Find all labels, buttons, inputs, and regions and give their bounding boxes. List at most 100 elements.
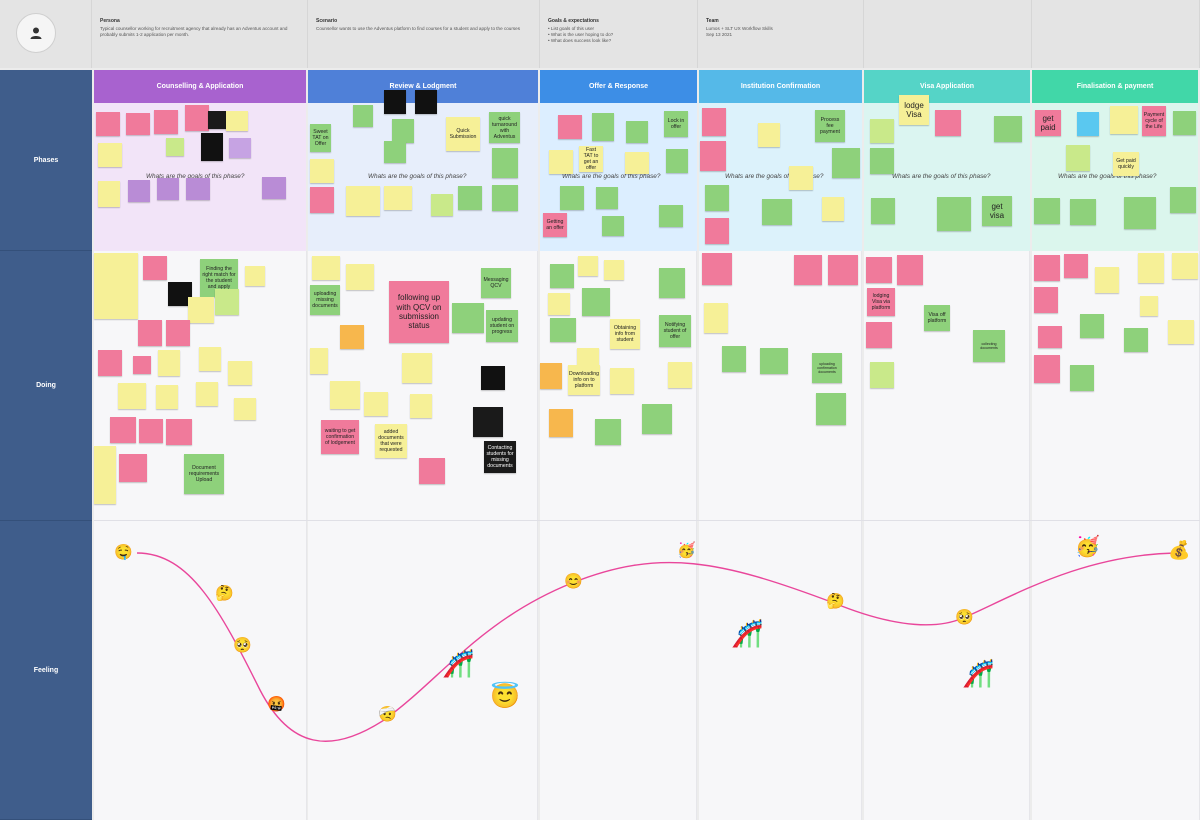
- sticky-note[interactable]: [762, 199, 792, 225]
- sticky-note[interactable]: [201, 133, 223, 161]
- phase-header-counselling[interactable]: Counselling & Application: [94, 70, 306, 103]
- sticky-note[interactable]: [310, 187, 334, 213]
- sticky-note[interactable]: [549, 409, 573, 437]
- sticky-note[interactable]: [870, 119, 894, 143]
- sticky-note[interactable]: [158, 350, 180, 376]
- sticky-note[interactable]: [126, 113, 150, 135]
- sticky-note[interactable]: [704, 303, 728, 333]
- sticky-note[interactable]: Sweet TAT on Offer: [310, 124, 331, 152]
- sticky-note[interactable]: [702, 108, 726, 136]
- sticky-note[interactable]: [346, 186, 380, 216]
- sticky-note[interactable]: Getting an offer: [543, 213, 567, 237]
- sticky-note[interactable]: [610, 368, 634, 394]
- sticky-note[interactable]: [186, 178, 210, 200]
- sticky-note[interactable]: [419, 458, 445, 484]
- sticky-note[interactable]: [582, 288, 610, 316]
- sticky-note[interactable]: [119, 454, 147, 482]
- phase-header-institution[interactable]: Institution Confirmation: [699, 70, 862, 103]
- sticky-note[interactable]: waiting to get confirmation of lodgement: [321, 420, 359, 454]
- sticky-note[interactable]: [1170, 187, 1196, 213]
- sticky-note[interactable]: [760, 348, 788, 374]
- sticky-note[interactable]: [550, 264, 574, 288]
- sticky-note[interactable]: added documents that were requested: [375, 424, 407, 458]
- sticky-note[interactable]: [364, 392, 388, 416]
- sticky-note[interactable]: [1034, 198, 1060, 224]
- sticky-note[interactable]: [110, 417, 136, 443]
- sticky-note[interactable]: Document requirements Upload: [184, 454, 224, 494]
- sticky-note[interactable]: [157, 178, 179, 200]
- sticky-note[interactable]: [166, 419, 192, 445]
- sticky-note[interactable]: [228, 361, 252, 385]
- sticky-note[interactable]: [234, 398, 256, 420]
- sticky-note[interactable]: [431, 194, 453, 216]
- sticky-note[interactable]: Contacting students for missing document…: [484, 441, 516, 473]
- sticky-note[interactable]: [473, 407, 503, 437]
- sticky-note[interactable]: [492, 148, 518, 178]
- sticky-note[interactable]: [1140, 296, 1158, 316]
- sticky-note[interactable]: [935, 110, 961, 136]
- sticky-note[interactable]: [392, 119, 414, 143]
- sticky-note[interactable]: [133, 356, 151, 374]
- sticky-note[interactable]: [702, 253, 732, 285]
- sticky-note[interactable]: [154, 110, 178, 134]
- sticky-note[interactable]: [1080, 314, 1104, 338]
- sticky-note[interactable]: [758, 123, 780, 147]
- sticky-note[interactable]: [310, 159, 334, 183]
- sticky-note[interactable]: [98, 350, 122, 376]
- sticky-note[interactable]: collecting documents: [973, 330, 1005, 362]
- sticky-note[interactable]: [94, 253, 138, 319]
- sticky-note[interactable]: [410, 394, 432, 418]
- sticky-note[interactable]: lodge Visa: [899, 95, 929, 125]
- sticky-note[interactable]: [1034, 255, 1060, 281]
- sticky-note[interactable]: uploading missing documents: [310, 285, 340, 315]
- sticky-note[interactable]: Messaging QCV: [481, 268, 511, 298]
- sticky-note[interactable]: [577, 348, 599, 370]
- sticky-note[interactable]: [118, 383, 146, 409]
- sticky-note[interactable]: [384, 90, 406, 114]
- sticky-note[interactable]: [626, 121, 648, 143]
- sticky-note[interactable]: [384, 186, 412, 210]
- sticky-note[interactable]: [822, 197, 844, 221]
- sticky-note[interactable]: [558, 115, 582, 139]
- sticky-note[interactable]: [722, 346, 746, 372]
- sticky-note[interactable]: updating student on progress: [486, 310, 518, 342]
- sticky-note[interactable]: [185, 105, 209, 131]
- sticky-note[interactable]: [866, 322, 892, 348]
- sticky-note[interactable]: [143, 256, 167, 280]
- sticky-note[interactable]: uploading confirmation documents: [812, 353, 842, 383]
- sticky-note[interactable]: [166, 138, 184, 156]
- sticky-note[interactable]: [156, 385, 178, 409]
- sticky-note[interactable]: [604, 260, 624, 280]
- sticky-note[interactable]: Fast TAT to get an offer: [579, 146, 603, 172]
- sticky-note[interactable]: [208, 111, 228, 129]
- sticky-note[interactable]: [492, 185, 518, 211]
- sticky-note[interactable]: Payment cycle of the Life: [1142, 106, 1166, 136]
- sticky-note[interactable]: [312, 256, 340, 280]
- sticky-note[interactable]: [592, 113, 614, 141]
- sticky-note[interactable]: [560, 186, 584, 210]
- sticky-note[interactable]: [828, 255, 858, 285]
- sticky-note[interactable]: Obtaining info from student: [610, 319, 640, 349]
- sticky-note[interactable]: [659, 205, 683, 227]
- sticky-note[interactable]: [458, 186, 482, 210]
- sticky-note[interactable]: [340, 325, 364, 349]
- sticky-note[interactable]: [330, 381, 360, 409]
- sticky-note[interactable]: [138, 320, 162, 346]
- sticky-note[interactable]: [1124, 197, 1156, 229]
- sticky-note[interactable]: [832, 148, 860, 178]
- sticky-note[interactable]: [668, 362, 692, 388]
- sticky-note[interactable]: [196, 382, 218, 406]
- sticky-note[interactable]: [1066, 145, 1090, 171]
- sticky-note[interactable]: [1138, 253, 1164, 283]
- sticky-note[interactable]: [794, 255, 822, 285]
- sticky-note[interactable]: [226, 111, 248, 131]
- sticky-note[interactable]: [548, 293, 570, 315]
- sticky-note[interactable]: [870, 362, 894, 388]
- sticky-note[interactable]: Lock in offer: [664, 111, 688, 137]
- sticky-note[interactable]: [1124, 328, 1148, 352]
- sticky-note[interactable]: [128, 180, 150, 202]
- sticky-note[interactable]: [1077, 112, 1099, 136]
- sticky-note[interactable]: [1173, 111, 1196, 135]
- sticky-note[interactable]: following up with QCV on submission stat…: [389, 281, 449, 343]
- sticky-note[interactable]: [346, 264, 374, 290]
